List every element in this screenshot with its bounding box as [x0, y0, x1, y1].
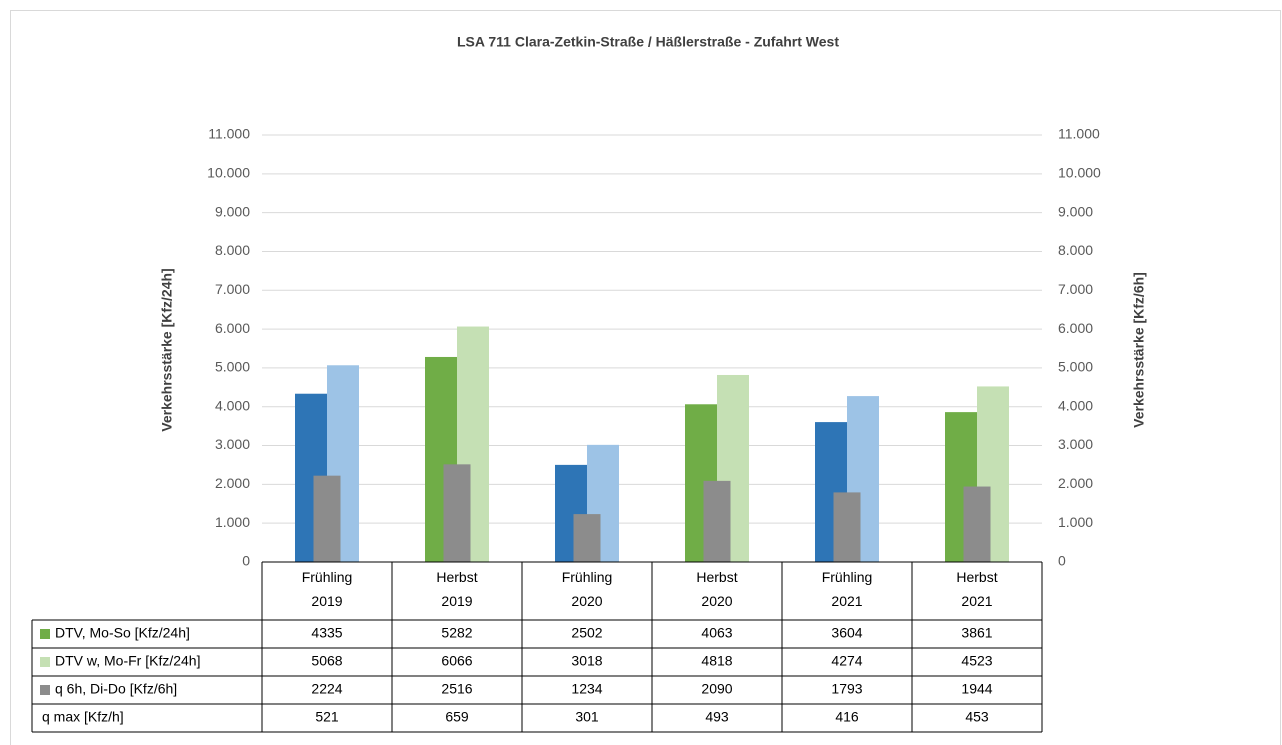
y-tick-label: 9.000: [215, 203, 250, 219]
bar: [963, 486, 991, 562]
y-tick-label: 1.000: [215, 514, 250, 530]
y2-tick-label: 5.000: [1058, 359, 1093, 375]
y-tick-label: 0: [242, 553, 250, 569]
legend-key: [40, 685, 50, 695]
bar: [313, 475, 341, 562]
category-label: Herbst 2021: [956, 569, 997, 609]
y-tick-label: 6.000: [215, 320, 250, 336]
table-value: 5282: [441, 625, 472, 641]
table-value: 4335: [311, 625, 342, 641]
legend-label: q max [Kfz/h]: [42, 709, 124, 725]
table-value: 416: [835, 709, 859, 725]
y2-tick-label: 2.000: [1058, 475, 1093, 491]
y2-tick-label: 10.000: [1058, 165, 1101, 181]
y-tick-label: 11.000: [208, 126, 250, 142]
category-label: Frühling 2020: [562, 569, 613, 609]
y2-tick-label: 8.000: [1058, 242, 1093, 258]
y2-tick-label: 6.000: [1058, 320, 1093, 336]
table-value: 3861: [961, 625, 992, 641]
legend-key: [40, 657, 50, 667]
legend-label: DTV, Mo-So [Kfz/24h]: [55, 625, 190, 641]
y-axis-title: Verkehrsstärke [Kfz/24h]: [159, 268, 175, 431]
bar: [703, 480, 731, 562]
table-value: 2516: [441, 681, 472, 697]
y-tick-label: 5.000: [215, 359, 250, 375]
y2-tick-label: 3.000: [1058, 436, 1093, 452]
y2-tick-label: 4.000: [1058, 397, 1093, 413]
legend-key: [40, 629, 50, 639]
y2-tick-label: 7.000: [1058, 281, 1093, 297]
y-tick-label: 3.000: [215, 436, 250, 452]
table-value: 301: [575, 709, 599, 725]
chart-frame: [10, 10, 1281, 745]
table-value: 2090: [701, 681, 732, 697]
table-value: 453: [965, 709, 989, 725]
table-value: 1234: [571, 681, 602, 697]
table-value: 2502: [571, 625, 602, 641]
table-value: 4818: [701, 653, 732, 669]
table-value: 4274: [831, 653, 862, 669]
y-tick-label: 10.000: [207, 165, 250, 181]
table-value: 5068: [311, 653, 342, 669]
table-value: 1793: [831, 681, 862, 697]
table-value: 4063: [701, 625, 732, 641]
bar: [573, 514, 601, 562]
y-tick-label: 4.000: [215, 397, 250, 413]
legend-label: q 6h, Di-Do [Kfz/6h]: [55, 681, 177, 697]
table-value: 493: [705, 709, 729, 725]
table-value: 3018: [571, 653, 602, 669]
category-label: Frühling 2019: [302, 569, 353, 609]
table-value: 1944: [961, 681, 992, 697]
table-value: 2224: [311, 681, 342, 697]
y2-tick-label: 0: [1058, 553, 1066, 569]
table-value: 659: [445, 709, 469, 725]
bar: [443, 464, 471, 562]
bar: [833, 492, 861, 562]
legend-label: DTV w, Mo-Fr [Kfz/24h]: [55, 653, 200, 669]
y2-tick-label: 11.000: [1058, 126, 1100, 142]
y2-tick-label: 1.000: [1058, 514, 1093, 530]
table-value: 3604: [831, 625, 862, 641]
table-value: 4523: [961, 653, 992, 669]
y-tick-label: 2.000: [215, 475, 250, 491]
y2-tick-label: 9.000: [1058, 203, 1093, 219]
y2-axis-title: Verkehrsstärke [Kfz/6h]: [1131, 272, 1147, 428]
table-value: 6066: [441, 653, 472, 669]
category-label: Herbst 2020: [696, 569, 737, 609]
table-value: 521: [315, 709, 339, 725]
category-label: Frühling 2021: [822, 569, 873, 609]
category-label: Herbst 2019: [436, 569, 477, 609]
y-tick-label: 7.000: [215, 281, 250, 297]
chart-title: LSA 711 Clara-Zetkin-Straße / Häßlerstra…: [457, 34, 839, 50]
y-tick-label: 8.000: [215, 242, 250, 258]
